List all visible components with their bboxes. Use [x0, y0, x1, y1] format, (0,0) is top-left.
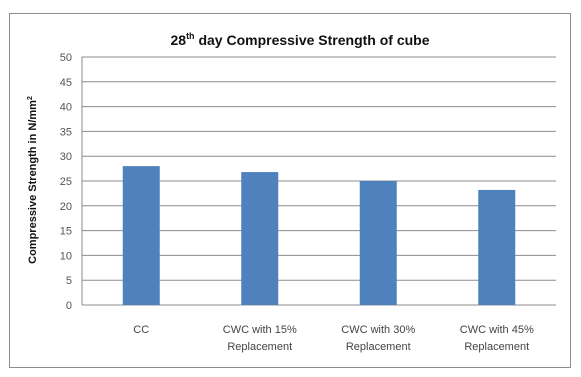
- y-tick-label: 15: [60, 226, 72, 238]
- x-category-label: CWC with 15% Replacement: [223, 324, 297, 353]
- gridlines: [81, 56, 556, 306]
- x-category-label: CWC with 45% Replacement: [460, 324, 534, 353]
- category-labels: CC CWC with 15% Replacement CWC with 30% Rep…: [133, 324, 534, 353]
- chart-frame: [9, 13, 571, 368]
- x-category-label: CWC with 30% Replacement: [341, 324, 415, 353]
- y-tick-label: 10: [60, 250, 72, 262]
- y-tick-label: 0: [66, 300, 72, 312]
- y-tick-label: 45: [60, 77, 72, 89]
- y-tick-label: 50: [60, 52, 72, 64]
- bars: [122, 166, 516, 305]
- x-category-label: CC: [133, 324, 149, 336]
- bar: [122, 166, 160, 305]
- y-tick-label: 20: [60, 201, 72, 213]
- y-tick-label: 5: [66, 275, 72, 287]
- bar: [241, 172, 279, 305]
- y-tick-label: 40: [60, 102, 72, 114]
- y-axis-label: Compressive Strength in N/mm2: [27, 96, 39, 264]
- y-tick-label: 35: [60, 126, 72, 138]
- y-tick-label: 30: [60, 151, 72, 163]
- bar: [478, 189, 516, 305]
- y-tick-labels: 0 5 10 15 20 25 30 35 40 45 50: [60, 52, 72, 312]
- bar: [359, 181, 397, 305]
- chart-title: 28th day Compressive Strength of cube: [170, 31, 429, 48]
- y-tick-label: 25: [60, 176, 72, 188]
